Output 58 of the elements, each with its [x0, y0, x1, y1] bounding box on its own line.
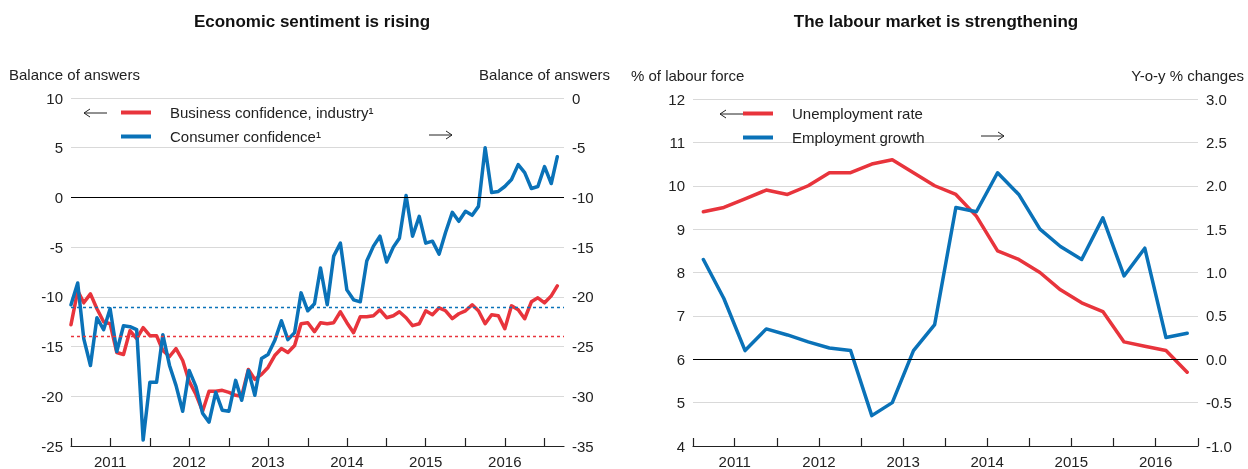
y2-tick-label: -0.5	[1206, 394, 1232, 412]
y-tick-label: -25	[41, 437, 63, 455]
x-tick-label: 2013	[251, 453, 285, 469]
x-tick-label: 2014	[970, 453, 1004, 469]
x-tick-label: 2011	[93, 453, 127, 469]
y-tick-label: 5	[54, 139, 63, 157]
y2-tick-label: 3.0	[1206, 90, 1227, 108]
legend-label: Unemployment rate	[792, 105, 923, 122]
y2-axis-title: Balance of answers	[479, 66, 610, 83]
x-tick-label: 2016	[488, 453, 522, 469]
y2-axis-title: Y-o-y % changes	[1131, 67, 1244, 84]
y-tick-label: 0	[54, 188, 63, 206]
x-tick-label: 2016	[1138, 453, 1173, 469]
x-tick-label: 2012	[802, 453, 836, 469]
y-tick-label: -5	[49, 238, 63, 256]
chart-title: Economic sentiment is rising	[193, 12, 431, 31]
x-tick-label: 2015	[409, 453, 443, 469]
y-tick-label: -20	[41, 387, 63, 405]
y2-tick-label: 2.0	[1206, 177, 1227, 195]
y-tick-label: 9	[676, 220, 685, 238]
x-tick-label: 2012	[172, 453, 206, 469]
y2-tick-label: -20	[572, 288, 594, 306]
y2-tick-label: 2.5	[1206, 133, 1227, 151]
legend-label: Consumer confidence¹	[170, 128, 321, 145]
legend-label: Business confidence, industry¹	[170, 104, 374, 121]
y2-tick-label: 0	[572, 89, 581, 107]
y-axis-title: Balance of answers	[9, 66, 140, 83]
y2-tick-label: -10	[572, 188, 594, 206]
line-series	[701, 170, 1189, 418]
x-tick-label: 2014	[330, 453, 364, 469]
y-tick-label: 6	[676, 350, 685, 368]
y-tick-label: 12	[668, 90, 685, 108]
y-tick-label: 8	[676, 264, 685, 281]
y2-tick-label: -15	[572, 238, 594, 256]
y-tick-label: 11	[669, 133, 685, 151]
x-tick-label: 2015	[1054, 453, 1088, 469]
y-tick-label: 10	[668, 177, 685, 195]
y2-tick-label: -30	[572, 387, 594, 405]
y2-tick-label: 1.0	[1206, 264, 1227, 281]
line-series	[701, 157, 1189, 375]
x-tick-label: 2013	[886, 453, 920, 469]
y2-tick-label: -1.0	[1206, 437, 1232, 455]
y2-tick-label: -25	[572, 338, 594, 356]
y-tick-label: 10	[46, 89, 63, 107]
y2-tick-label: 0.0	[1206, 350, 1227, 368]
y2-tick-label: -35	[572, 437, 594, 455]
y-tick-label: 4	[676, 437, 685, 455]
x-tick-label: 2011	[718, 453, 751, 469]
y2-tick-label: 0.5	[1206, 307, 1227, 325]
y2-tick-label: 1.5	[1206, 220, 1227, 238]
y-tick-label: -10	[41, 288, 63, 306]
y2-tick-label: -5	[572, 139, 586, 157]
y-tick-label: 7	[676, 307, 685, 325]
y-axis-title: % of labour force	[631, 67, 745, 84]
y-tick-label: -15	[41, 338, 63, 356]
legend-label: Employment growth	[792, 129, 925, 146]
y-tick-label: 5	[676, 394, 685, 412]
chart-title: The labour market is strengthening	[793, 12, 1079, 31]
